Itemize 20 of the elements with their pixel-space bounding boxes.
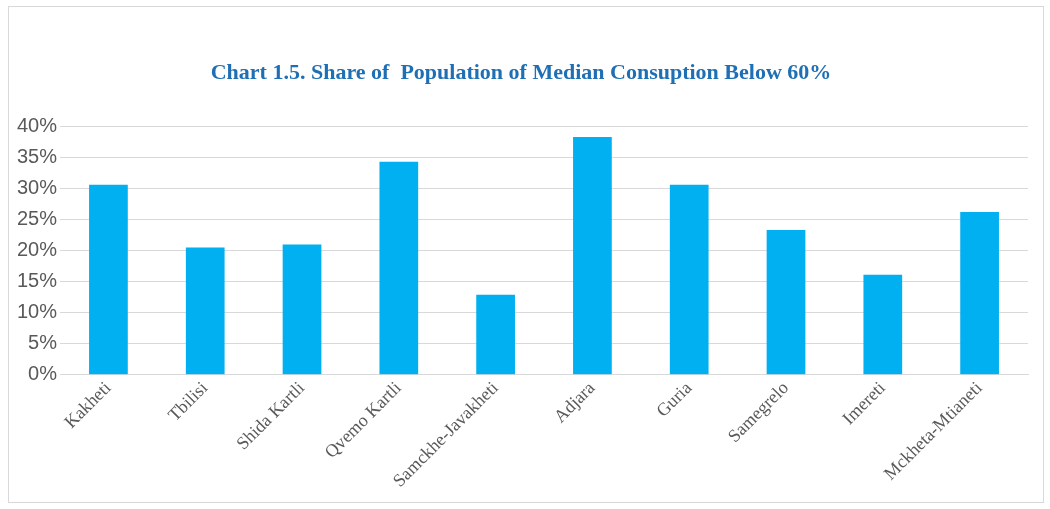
y-tick-label: 25%: [17, 207, 58, 230]
bar: [89, 184, 128, 375]
bar: [573, 136, 612, 375]
bar: [669, 184, 709, 375]
y-tick-label: 0%: [28, 362, 58, 385]
y-tick-label: 10%: [17, 300, 58, 323]
bar: [960, 212, 999, 375]
bar: [379, 161, 419, 375]
bar: [282, 244, 322, 375]
bar: [766, 230, 806, 375]
y-tick-label: 5%: [28, 331, 58, 354]
y-tick-label: 30%: [17, 176, 58, 199]
bar: [476, 294, 515, 375]
bar: [185, 247, 225, 375]
y-tick-label: 35%: [17, 144, 58, 167]
y-tick-label: 15%: [17, 269, 58, 292]
bar: [863, 274, 903, 375]
chart-title: Chart 1.5. Share of Population of Median Consuption Below 60%: [210, 58, 832, 84]
y-tick-label: 20%: [17, 238, 58, 261]
y-tick-label: 40%: [17, 113, 58, 136]
